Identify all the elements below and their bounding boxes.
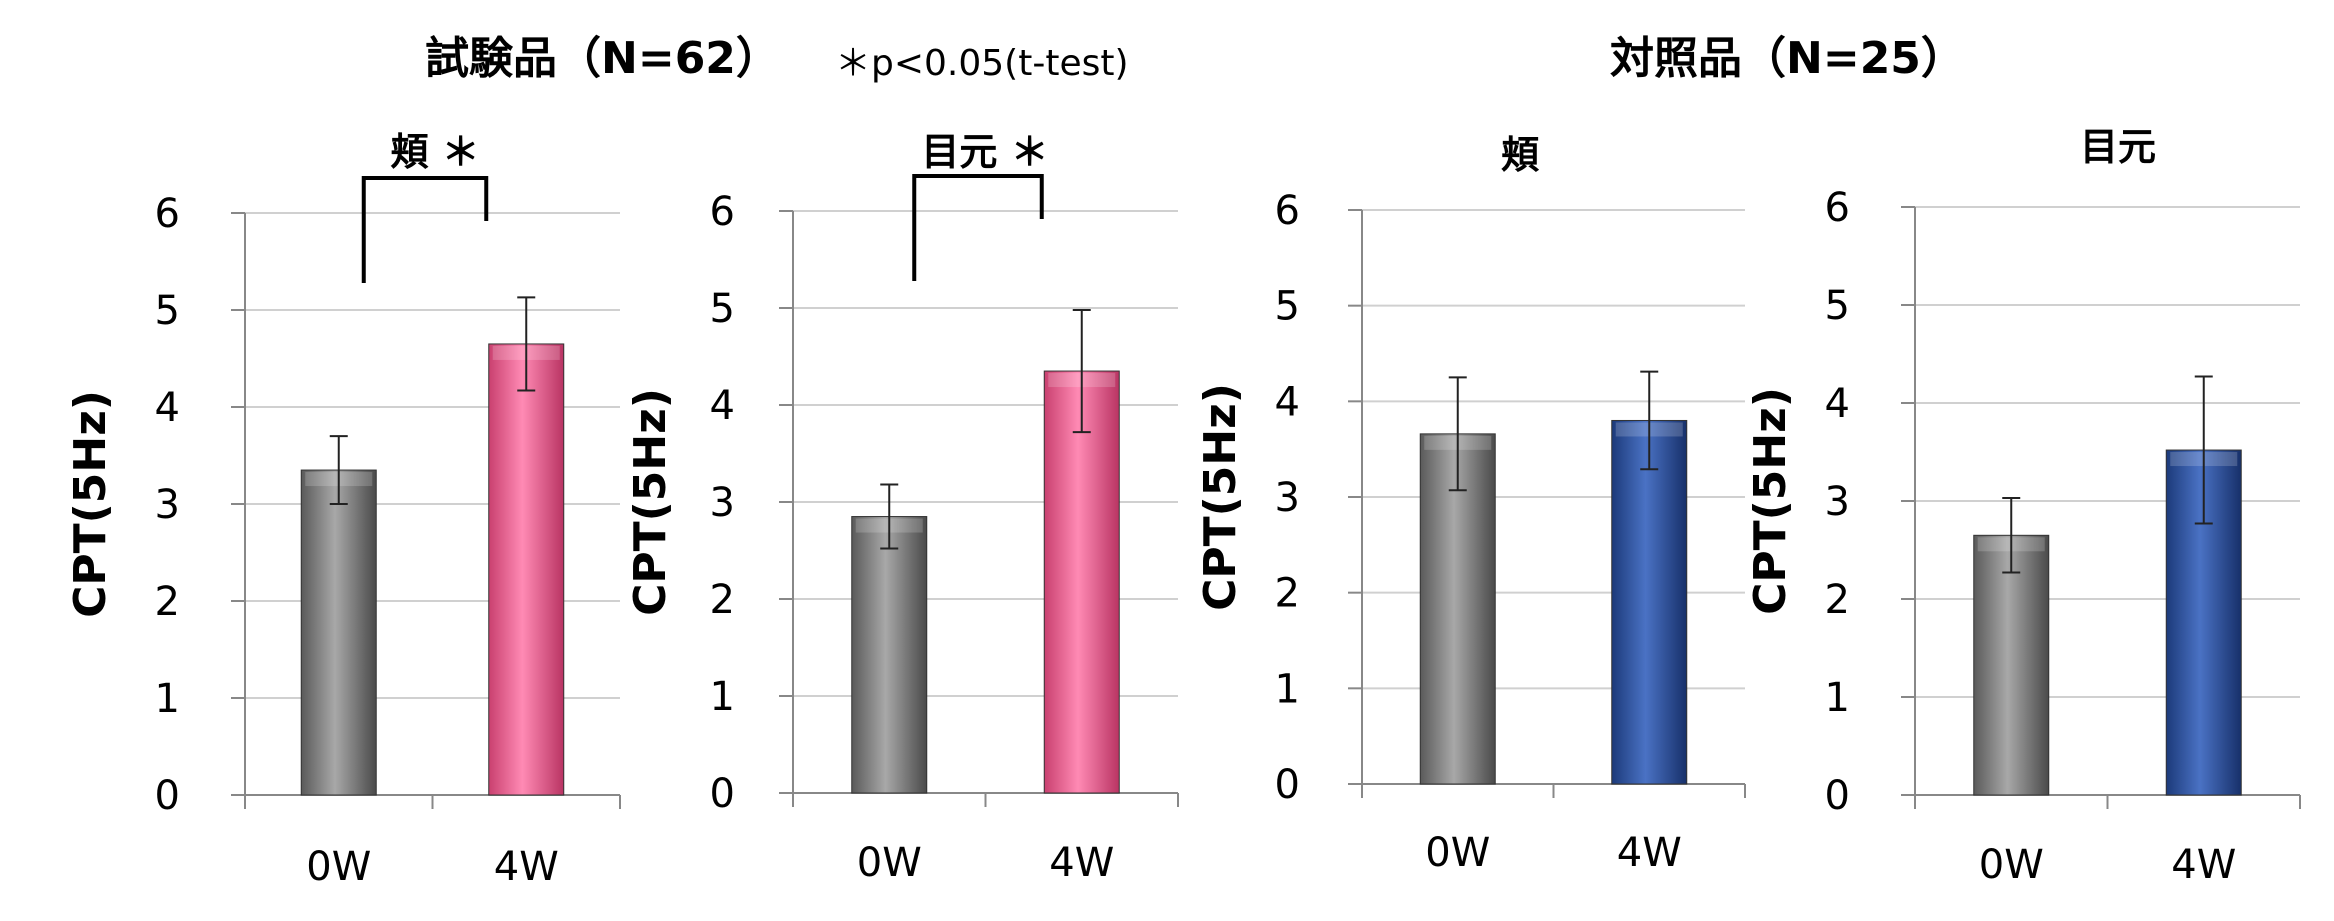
y-tick-label: 3 xyxy=(710,480,735,526)
y-tick-label: 3 xyxy=(1825,479,1850,525)
y-tick-label: 2 xyxy=(155,579,180,625)
category-label: 4W xyxy=(2171,842,2236,888)
bar-4W xyxy=(1611,419,1688,785)
control-group-title: 対照品（N=25） xyxy=(1610,33,1965,84)
y-tick-label: 6 xyxy=(1275,188,1300,234)
y-tick-label: 5 xyxy=(1825,283,1850,329)
bar-0W xyxy=(1419,433,1496,785)
y-tick-label: 0 xyxy=(1275,762,1300,808)
bar-4W xyxy=(488,343,565,796)
panel-title: 頬 ＊ xyxy=(390,130,479,174)
y-tick-label: 5 xyxy=(710,286,735,332)
panel-title: 頬 xyxy=(1501,133,1540,177)
y-tick-label: 1 xyxy=(1275,666,1300,712)
bar-4W xyxy=(1043,370,1120,794)
y-tick-label: 0 xyxy=(1825,773,1850,819)
test-group-title: 試験品（N=62） xyxy=(425,33,780,84)
y-tick-label: 2 xyxy=(710,577,735,623)
bar-0W xyxy=(1973,534,2050,796)
y-tick-label: 4 xyxy=(1275,379,1300,425)
y-tick-label: 6 xyxy=(710,189,735,235)
bar-0W xyxy=(851,516,928,794)
y-tick-label: 4 xyxy=(710,383,735,429)
y-tick-label: 3 xyxy=(1275,475,1300,521)
significance-bracket xyxy=(361,176,489,283)
category-label: 0W xyxy=(306,844,371,890)
y-tick-label: 5 xyxy=(1275,284,1300,330)
y-tick-label: 6 xyxy=(155,191,180,237)
y-axis-label: CPT(5Hz) xyxy=(625,388,676,616)
category-label: 4W xyxy=(494,844,559,890)
bar-0W xyxy=(300,469,377,796)
category-label: 4W xyxy=(1049,840,1114,886)
y-tick-label: 3 xyxy=(155,482,180,528)
y-tick-label: 0 xyxy=(155,773,180,819)
y-tick-label: 1 xyxy=(710,674,735,720)
y-tick-label: 1 xyxy=(155,676,180,722)
y-tick-label: 6 xyxy=(1825,185,1850,231)
category-label: 0W xyxy=(1979,842,2044,888)
significance-note: ＊p<0.05(t-test) xyxy=(835,43,1129,84)
y-tick-label: 2 xyxy=(1275,571,1300,617)
y-tick-label: 2 xyxy=(1825,577,1850,623)
category-label: 0W xyxy=(857,840,922,886)
y-axis-label: CPT(5Hz) xyxy=(1745,387,1796,615)
y-axis-label: CPT(5Hz) xyxy=(1195,383,1246,611)
category-label: 0W xyxy=(1425,830,1490,876)
panel-title: 目元 xyxy=(2080,125,2156,169)
significance-bracket xyxy=(912,174,1044,281)
y-tick-label: 1 xyxy=(1825,675,1850,721)
y-axis-label: CPT(5Hz) xyxy=(65,390,116,618)
category-label: 4W xyxy=(1617,830,1682,876)
panel-title: 目元 ＊ xyxy=(921,130,1048,174)
y-tick-label: 0 xyxy=(710,771,735,817)
y-tick-label: 5 xyxy=(155,288,180,334)
y-tick-label: 4 xyxy=(155,385,180,431)
y-tick-label: 4 xyxy=(1825,381,1850,427)
